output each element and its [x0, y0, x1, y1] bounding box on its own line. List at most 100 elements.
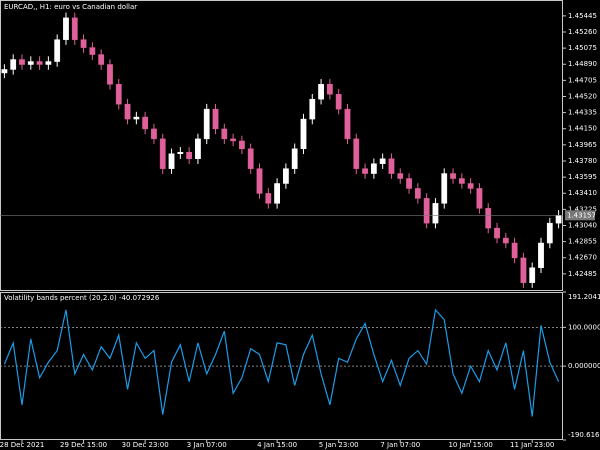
- candle-body: [230, 138, 237, 142]
- candle-body: [45, 61, 52, 65]
- last-price-box: [565, 210, 595, 221]
- candle-body: [485, 208, 492, 229]
- candle-body: [71, 17, 78, 40]
- candle-body: [414, 188, 421, 199]
- candle-body: [458, 178, 465, 184]
- candle-body: [221, 128, 228, 140]
- candle-body: [450, 173, 456, 179]
- y-tick-label: 1.43965: [568, 141, 597, 149]
- last-price-label: 1.43157: [567, 211, 596, 219]
- candle-body: [379, 158, 386, 164]
- candle-body: [151, 128, 157, 140]
- y-tick-label: 1.44890: [568, 60, 597, 68]
- candle-body: [177, 152, 184, 155]
- candle-body: [555, 215, 562, 224]
- candle-body: [36, 61, 43, 65]
- candle-body: [274, 183, 280, 204]
- indicator-line: [3, 308, 560, 417]
- candle-body: [335, 93, 342, 110]
- y-tick-label: 0.000000: [568, 362, 600, 370]
- x-tick-label: 28 Dec 2021: [0, 441, 44, 449]
- candle-body: [133, 116, 140, 120]
- candle-body: [27, 61, 34, 65]
- y-tick-label: 1.44150: [568, 125, 597, 133]
- x-tick-label: 11 Jan 23:00: [510, 441, 554, 449]
- y-tick-label: 1.43225: [568, 205, 597, 213]
- candle-body: [520, 257, 527, 283]
- y-tick-label: 1.43040: [568, 221, 597, 229]
- candle-body: [19, 59, 25, 65]
- candle-body: [502, 237, 509, 244]
- candle-body: [353, 138, 360, 169]
- y-tick-label: 1.45075: [568, 44, 597, 52]
- y-tick-label: 1.44705: [568, 76, 597, 84]
- candle-body: [89, 47, 96, 55]
- y-tick-label: 1.44520: [568, 92, 597, 100]
- x-tick-label: 10 Jan 15:00: [448, 441, 492, 449]
- candle-body: [370, 163, 377, 174]
- candle-body: [511, 242, 518, 259]
- y-tick-label: 100.000000: [568, 323, 600, 331]
- candle-body: [10, 59, 17, 70]
- y-tick-label: 1.43780: [568, 157, 597, 165]
- candle-body: [1, 69, 8, 74]
- y-tick-label: -190.616327: [568, 431, 600, 439]
- candle-body: [423, 198, 430, 224]
- candle-body: [195, 138, 201, 159]
- candle-body: [203, 108, 210, 140]
- candle-body: [186, 152, 193, 159]
- candle-body: [115, 84, 122, 105]
- candle-body: [344, 108, 351, 140]
- candle-body: [124, 103, 131, 120]
- candle-body: [300, 118, 307, 150]
- candle-body: [397, 173, 404, 179]
- candle-body: [142, 116, 149, 130]
- candle-body: [476, 188, 483, 209]
- candle-body: [432, 203, 439, 224]
- candle-body: [546, 222, 553, 244]
- x-tick-label: 3 Jan 07:00: [187, 441, 227, 449]
- x-tick-label: 5 Jan 23:00: [319, 441, 359, 449]
- y-tick-label: 1.45260: [568, 28, 597, 36]
- candle-body: [283, 168, 289, 184]
- candle-body: [159, 138, 166, 169]
- candle-body: [494, 227, 500, 239]
- y-tick-label: 1.42670: [568, 254, 597, 262]
- y-tick-label: 1.43595: [568, 173, 597, 181]
- candle-body: [406, 178, 412, 189]
- chart-title: EURCAD,, H1: euro vs Canadian dollar: [4, 3, 137, 11]
- candle-body: [168, 153, 175, 169]
- candle-body: [107, 64, 113, 85]
- x-tick-label: 30 Dec 23:00: [122, 441, 169, 449]
- x-tick-label: 29 Dec 15:00: [60, 441, 107, 449]
- candle-body: [212, 108, 219, 130]
- candle-body: [54, 39, 61, 62]
- candle-body: [326, 84, 333, 95]
- candle-body: [388, 158, 395, 174]
- candle-body: [467, 183, 474, 189]
- candle-body: [239, 140, 245, 150]
- candle-body: [529, 267, 536, 283]
- y-tick-label: 1.42485: [568, 270, 597, 278]
- candle-body: [265, 193, 272, 204]
- x-tick-label: 4 Jan 15:00: [257, 441, 297, 449]
- indicator-title: Volatility bands percent (20,2.0) -40.07…: [4, 294, 160, 302]
- y-tick-label: 1.45445: [568, 12, 597, 20]
- candle-body: [309, 98, 316, 120]
- candle-body: [318, 84, 324, 100]
- candle-body: [247, 148, 254, 169]
- y-tick-label: 191.204172: [568, 293, 600, 301]
- x-tick-label: 7 Jan 07:00: [380, 441, 420, 449]
- candle-body: [362, 168, 368, 174]
- y-tick-label: 1.43410: [568, 189, 597, 197]
- y-tick-label: 1.44335: [568, 109, 597, 117]
- candle-body: [256, 168, 263, 194]
- candle-body: [441, 173, 448, 204]
- y-tick-label: 1.42855: [568, 238, 597, 246]
- candle-body: [538, 242, 544, 269]
- candle-body: [80, 39, 87, 48]
- candle-body: [98, 54, 105, 65]
- main-frame: [0, 0, 563, 291]
- candle-body: [291, 148, 298, 169]
